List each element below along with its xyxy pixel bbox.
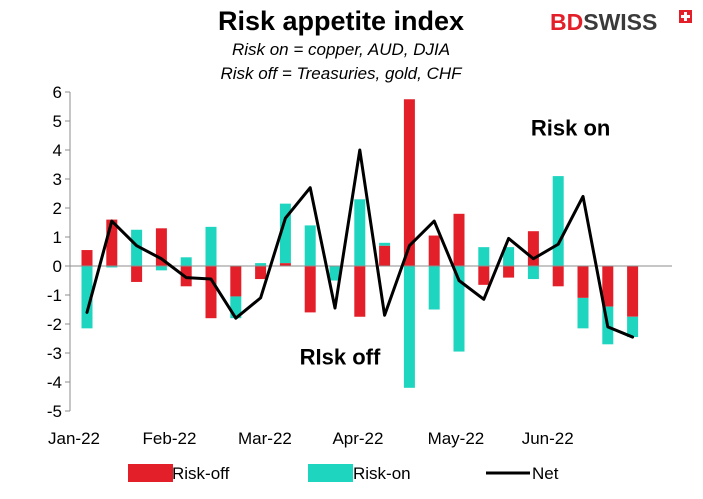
y-tick-label-10: -4 <box>47 373 62 392</box>
plot-area: 6 5 4 3 2 1 0 -1 -2 -3 -4 -5 Jan-22 Feb-22 Mar-22 Apr-2… <box>47 83 672 448</box>
chart-subtitle-line-2: Risk off = Treasuries, gold, CHF <box>220 64 463 83</box>
bar-risk-off-22 <box>627 266 639 317</box>
y-tick-label-3: 3 <box>53 170 62 189</box>
x-tick-label-5: Jun-22 <box>522 429 574 448</box>
bar-risk-on-5 <box>205 226 217 266</box>
bar-risk-on-7 <box>255 263 267 266</box>
y-tick-label-9: -3 <box>47 344 62 363</box>
bar-risk-off-15 <box>453 213 465 266</box>
annotation-1: RIsk off <box>300 345 381 370</box>
bar-risk-off-1 <box>106 219 118 266</box>
legend-label-risk-off: Risk-off <box>172 464 230 483</box>
bar-risk-on-22 <box>627 316 639 338</box>
bar-risk-on-8 <box>279 203 291 264</box>
y-tick-label-11: -5 <box>47 402 62 421</box>
y-tick-label-1: 5 <box>53 112 62 131</box>
bar-risk-on-11 <box>354 199 366 266</box>
legend-label-net: Net <box>532 464 559 483</box>
y-tick-label-8: -2 <box>47 315 62 334</box>
bar-risk-on-6 <box>230 296 242 319</box>
x-tick-label-2: Mar-22 <box>238 429 292 448</box>
logo-cross-icon <box>679 10 692 23</box>
bar-risk-on-12 <box>379 242 391 246</box>
bar-risk-on-14 <box>428 266 440 310</box>
logo-cross-horizontal <box>681 15 690 18</box>
bar-risk-off-13 <box>403 99 415 266</box>
bar-risk-off-12 <box>379 245 391 266</box>
bar-risk-off-14 <box>428 235 440 266</box>
legend: Risk-off Risk-on Net <box>128 464 559 483</box>
bdswiss-logo: BDSWISS <box>550 9 692 35</box>
bar-risk-on-2 <box>131 229 143 266</box>
bar-risk-on-18 <box>527 266 539 280</box>
bar-risk-on-19 <box>552 176 564 266</box>
y-tick-label-4: 2 <box>53 199 62 218</box>
bar-risk-on-3 <box>155 266 167 271</box>
bar-risk-off-5 <box>205 266 217 319</box>
x-tick-label-1: Feb-22 <box>143 429 197 448</box>
bar-risk-on-4 <box>180 257 192 266</box>
legend-swatch-risk-on <box>308 464 353 482</box>
bar-risk-on-17 <box>503 247 515 266</box>
bar-risk-on-13 <box>403 266 415 388</box>
logo-text: BDSWISS <box>550 9 657 35</box>
bar-risk-on-16 <box>478 247 490 266</box>
bar-risk-off-9 <box>304 266 316 313</box>
y-tick-label-5: 1 <box>53 228 62 247</box>
chart-title: Risk appetite index <box>218 6 464 36</box>
y-tick-label-2: 4 <box>53 141 62 160</box>
legend-swatch-risk-off <box>128 464 173 482</box>
bar-risk-off-6 <box>230 266 242 297</box>
bar-risk-off-19 <box>552 266 564 287</box>
x-tick-label-0: Jan-22 <box>48 429 100 448</box>
bar-risk-on-15 <box>453 266 465 352</box>
logo-text-dark: SWISS <box>583 9 657 35</box>
bar-risk-off-7 <box>255 266 267 280</box>
y-tick-label-0: 6 <box>53 83 62 102</box>
x-tick-label-3: Apr-22 <box>332 429 383 448</box>
bar-risk-off-18 <box>527 231 539 266</box>
bar-risk-on-20 <box>577 297 589 329</box>
bar-risk-off-20 <box>577 266 589 298</box>
y-tick-label-6: 0 <box>53 257 62 276</box>
bar-risk-off-11 <box>354 266 366 317</box>
bar-risk-off-16 <box>478 266 490 285</box>
bar-risk-off-0 <box>81 250 93 266</box>
logo-text-red: BD <box>550 9 583 35</box>
series-line-net <box>85 148 635 339</box>
bar-risk-off-8 <box>279 263 291 266</box>
bar-risk-off-17 <box>503 266 515 278</box>
bar-risk-off-3 <box>155 228 167 266</box>
bar-risk-off-21 <box>602 266 614 307</box>
y-tick-label-7: -1 <box>47 286 62 305</box>
bar-risk-on-0 <box>81 266 93 329</box>
legend-label-risk-on: Risk-on <box>353 464 411 483</box>
annotation-0: Risk on <box>531 116 610 141</box>
bar-risk-off-2 <box>131 266 143 282</box>
bar-risk-on-10 <box>329 266 341 281</box>
bar-risk-on-1 <box>106 266 118 268</box>
bar-risk-on-9 <box>304 225 316 266</box>
x-tick-label-4: May-22 <box>428 429 485 448</box>
chart-subtitle-line-1: Risk on = copper, AUD, DJIA <box>232 40 450 59</box>
